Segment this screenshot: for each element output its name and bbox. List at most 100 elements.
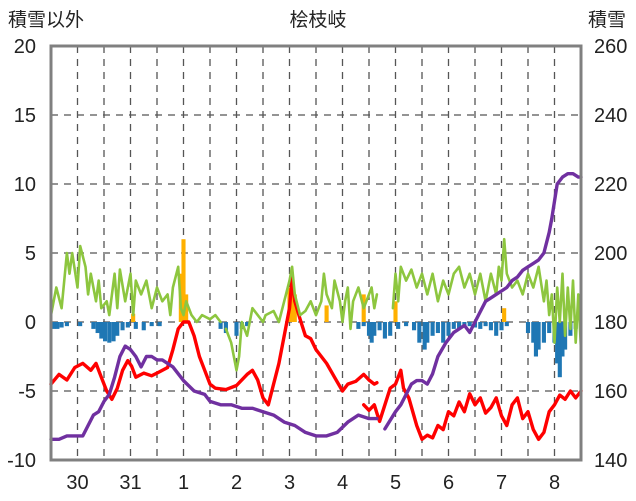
bar [547, 322, 552, 334]
bar [404, 322, 409, 327]
bar [103, 322, 108, 342]
bar [125, 322, 130, 328]
bar [555, 322, 560, 364]
bar [141, 322, 146, 331]
bar [290, 291, 295, 322]
bar [502, 308, 507, 322]
right-y-tick: 200 [594, 243, 627, 265]
line-series [49, 171, 583, 441]
bar [115, 322, 120, 336]
bar [59, 322, 64, 328]
bar [245, 322, 250, 327]
series-line [391, 237, 583, 351]
right-y-tick: 160 [594, 381, 627, 403]
bar [372, 322, 377, 336]
x-tick: 31 [119, 472, 141, 494]
bar [131, 313, 136, 322]
bar [393, 301, 398, 322]
bar [504, 322, 509, 327]
bar [411, 322, 417, 331]
bar [51, 322, 56, 329]
bar [499, 322, 504, 331]
bar [149, 322, 154, 327]
series-line [49, 344, 379, 441]
bar [396, 322, 401, 329]
series-line [362, 368, 583, 441]
bar [488, 322, 493, 331]
left-y-tick: 5 [25, 243, 36, 265]
bar [99, 322, 104, 339]
bar [292, 294, 297, 322]
grid-lines [51, 46, 581, 460]
x-tick-labels: 30 31 1 2 3 4 5 6 7 8 [66, 472, 560, 494]
bar [120, 322, 125, 331]
bar [95, 322, 100, 334]
chart-title: 桧枝岐 [289, 9, 346, 31]
x-tick: 6 [443, 472, 454, 494]
bar [531, 322, 536, 343]
left-y-tick: 10 [14, 174, 36, 196]
bar [78, 322, 83, 327]
series-line [49, 276, 379, 407]
bar [377, 322, 382, 331]
bar [361, 322, 366, 327]
bar [91, 322, 96, 329]
bar [557, 322, 562, 378]
series-line [383, 171, 583, 431]
bar [324, 305, 329, 322]
bar [467, 322, 472, 327]
bar [541, 322, 546, 343]
bar [388, 322, 393, 336]
bar [157, 322, 162, 327]
bar [382, 322, 387, 339]
x-tick: 30 [66, 472, 88, 494]
x-tick: 3 [284, 472, 295, 494]
bar [223, 322, 228, 334]
series-line [49, 244, 222, 324]
right-y-tick: 180 [594, 312, 627, 334]
bar [536, 322, 541, 350]
left-y-tick: 20 [14, 36, 36, 58]
x-tick: 7 [496, 472, 507, 494]
bar [533, 322, 539, 357]
bar [435, 322, 440, 334]
bar [457, 322, 462, 329]
plot-frame [49, 44, 583, 462]
bar [430, 322, 435, 336]
bar [525, 322, 531, 334]
bar [107, 322, 112, 343]
bar [55, 322, 60, 329]
bar [218, 322, 223, 329]
left-y-tick: -10 [7, 450, 36, 472]
bar [234, 322, 239, 336]
bar [181, 239, 186, 322]
x-tick: 2 [231, 472, 242, 494]
left-axis-label: 積雪以外 [8, 9, 84, 31]
bar [417, 322, 422, 343]
right-axis-label: 積雪 [588, 9, 626, 31]
left-y-tick: -5 [18, 381, 36, 403]
left-y-tick: 0 [25, 312, 36, 334]
x-tick: 4 [337, 472, 348, 494]
left-y-tick-labels: 20 15 10 5 0 -5 -10 [7, 36, 36, 472]
series-line [224, 265, 379, 372]
bar [422, 322, 427, 350]
bar [356, 322, 361, 329]
bar [446, 322, 451, 336]
right-y-tick: 240 [594, 105, 627, 127]
bar [425, 322, 430, 343]
right-y-tick: 220 [594, 174, 627, 196]
bar [494, 322, 499, 336]
x-tick: 5 [390, 472, 401, 494]
bar [478, 322, 483, 329]
bar [441, 322, 446, 343]
bar [133, 322, 138, 329]
right-y-tick: 140 [594, 450, 627, 472]
bar [366, 322, 372, 336]
x-tick: 1 [178, 472, 189, 494]
bar [451, 322, 456, 329]
bar [369, 322, 374, 343]
bar [483, 322, 488, 327]
right-y-tick-labels: 260 240 220 200 180 160 140 [594, 36, 627, 472]
